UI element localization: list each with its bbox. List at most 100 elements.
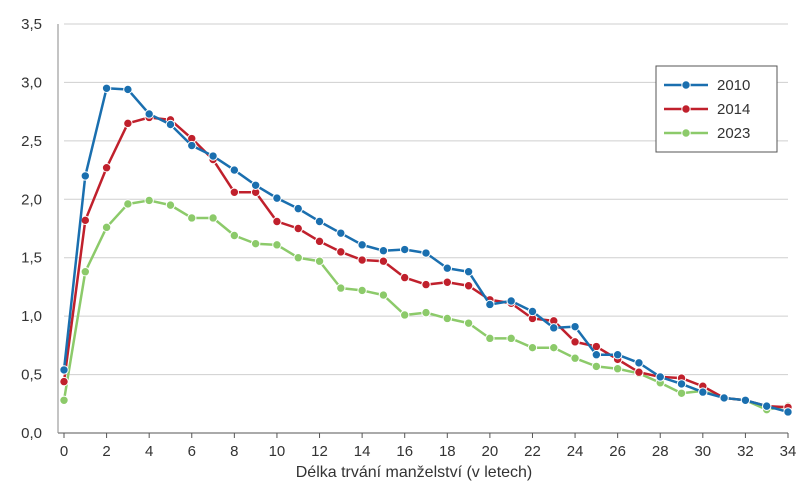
data-point-2014	[357, 255, 367, 265]
data-point-2010	[80, 171, 90, 181]
data-point-2023	[165, 200, 176, 210]
data-point-2014	[229, 187, 240, 197]
y-tick-label: 3,5	[21, 16, 42, 33]
data-point-2014	[634, 367, 644, 377]
data-point-2023	[485, 333, 495, 344]
data-point-2023	[421, 307, 431, 318]
data-point-2010	[783, 407, 793, 417]
x-tick-label: 18	[439, 443, 456, 460]
data-point-2023	[314, 256, 325, 266]
x-tick-label: 14	[354, 443, 371, 460]
data-point-2010	[634, 358, 644, 368]
data-point-2014	[378, 256, 389, 266]
data-point-2010	[123, 84, 133, 95]
data-point-2010	[293, 203, 303, 214]
data-point-2023	[272, 240, 282, 250]
data-point-2010	[421, 248, 431, 258]
series-2023	[59, 195, 793, 415]
data-point-2010	[442, 263, 452, 273]
data-point-2023	[144, 195, 154, 206]
axes: 0,00,51,01,52,02,53,03,50 2 4 6 8 10 12 14 16 18 2…	[21, 16, 796, 460]
data-point-2014	[336, 247, 346, 257]
data-point-2010	[165, 119, 176, 130]
x-axis-title: Délka trvání manželství (v letech)	[296, 464, 533, 481]
data-point-2023	[293, 253, 303, 263]
data-point-2010	[272, 193, 282, 203]
x-tick-label: 12	[311, 443, 328, 460]
data-point-2014	[442, 277, 452, 287]
y-tick-label: 0,5	[21, 367, 42, 384]
data-point-2010	[719, 393, 729, 403]
data-point-2023	[101, 222, 112, 233]
data-point-2010	[527, 306, 538, 317]
data-point-2014	[101, 163, 112, 173]
series-2014	[59, 112, 793, 412]
legend-marker-2023	[681, 128, 691, 138]
data-point-2023	[591, 361, 602, 372]
series-2010	[59, 83, 793, 417]
data-point-2023	[229, 230, 240, 241]
data-point-2014	[421, 279, 431, 290]
data-point-2010	[485, 299, 495, 310]
data-point-2010	[336, 228, 346, 238]
data-point-2010	[144, 109, 154, 119]
legend-item-2010: 2010	[664, 77, 750, 94]
data-point-2010	[314, 216, 325, 227]
x-tick-label: 2	[102, 443, 110, 460]
data-point-2023	[400, 310, 410, 320]
data-point-2023	[59, 395, 69, 405]
x-tick-label: 20	[482, 443, 499, 460]
y-tick-label: 1,5	[21, 250, 42, 267]
data-point-2010	[187, 140, 197, 151]
data-point-2014	[80, 215, 90, 226]
data-point-2023	[527, 342, 538, 353]
x-tick-label: 28	[652, 443, 669, 460]
data-point-2010	[208, 151, 218, 161]
data-point-2010	[506, 296, 516, 306]
data-point-2010	[570, 321, 580, 332]
data-point-2023	[676, 388, 687, 398]
y-tick-label: 0,0	[21, 425, 42, 442]
data-point-2023	[463, 318, 474, 328]
data-point-2010	[400, 244, 410, 255]
data-point-2010	[59, 365, 69, 375]
legend: 2010 2014 2023	[655, 65, 778, 153]
x-tick-label: 16	[396, 443, 413, 460]
data-point-2010	[762, 401, 772, 411]
x-tick-label: 30	[694, 443, 711, 460]
legend-item-2023: 2023	[664, 125, 750, 142]
x-tick-label: 26	[609, 443, 626, 460]
data-point-2023	[336, 283, 346, 293]
x-tick-label: 10	[269, 443, 286, 460]
data-point-2010	[676, 379, 687, 389]
legend-marker-2010	[681, 80, 691, 90]
data-point-2014	[272, 216, 282, 227]
data-point-2014	[570, 337, 580, 347]
legend-label: 2023	[717, 125, 750, 142]
data-point-2010	[378, 246, 389, 256]
y-tick-label: 2,0	[21, 191, 42, 208]
data-point-2010	[740, 395, 751, 405]
data-point-2014	[123, 118, 133, 129]
x-tick-label: 0	[60, 443, 68, 460]
data-point-2023	[378, 290, 389, 300]
data-point-2023	[612, 364, 623, 374]
data-point-2010	[463, 267, 474, 277]
data-point-2023	[506, 333, 516, 344]
data-point-2023	[442, 313, 452, 324]
data-point-2023	[570, 353, 580, 363]
data-point-2010	[357, 240, 367, 250]
x-tick-label: 34	[780, 443, 797, 460]
y-tick-label: 1,0	[21, 308, 42, 325]
y-tick-label: 2,5	[21, 133, 42, 150]
data-point-2010	[250, 180, 261, 190]
x-tick-label: 32	[737, 443, 754, 460]
legend-label: 2014	[717, 101, 750, 118]
data-point-2014	[59, 376, 69, 387]
y-tick-label: 3,0	[21, 74, 42, 91]
data-point-2014	[314, 236, 325, 247]
x-tick-label: 24	[567, 443, 584, 460]
data-point-2023	[187, 213, 197, 223]
